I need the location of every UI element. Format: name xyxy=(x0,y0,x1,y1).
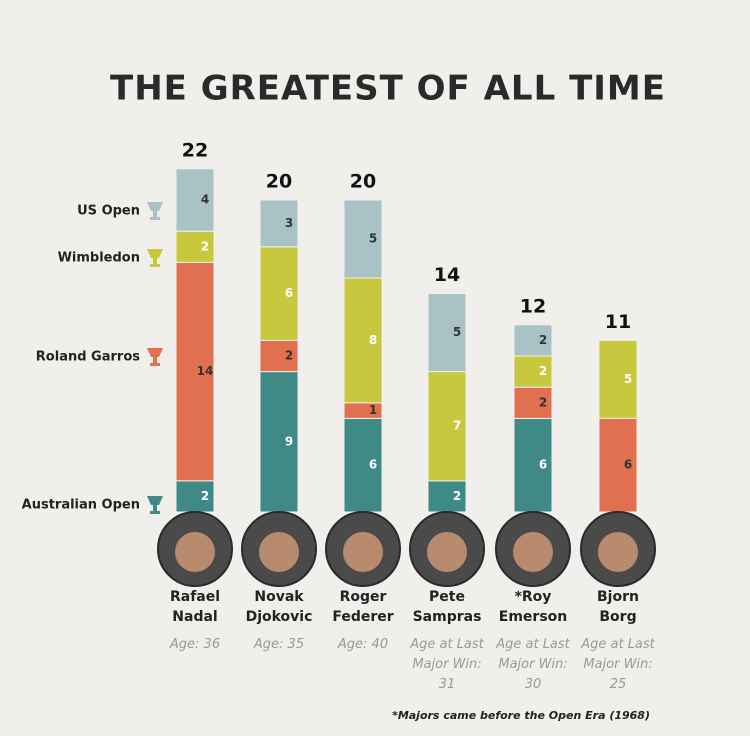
bar-segment xyxy=(259,246,299,341)
bar-segment xyxy=(175,261,215,482)
player-age: Age at Last Major Win: 30 xyxy=(496,637,570,692)
value-label: 3 xyxy=(285,216,293,230)
value-label: 14 xyxy=(197,364,214,378)
bar-segment xyxy=(259,199,299,248)
player-age: Age at Last Major Win: 31 xyxy=(410,637,484,692)
value-label: 2 xyxy=(285,349,293,363)
value-label: 6 xyxy=(285,286,293,300)
trophy-icon xyxy=(147,348,163,366)
legend-label: Australian Open xyxy=(22,498,140,513)
bar-segment xyxy=(259,339,299,373)
value-label: 6 xyxy=(539,458,547,472)
legend-label: Wimbledon xyxy=(58,251,140,266)
bar-segment xyxy=(513,324,553,357)
value-label: 1 xyxy=(369,403,377,417)
total-label: 22 xyxy=(182,139,208,161)
bar-segment xyxy=(513,355,553,388)
value-label: 2 xyxy=(201,489,209,503)
total-label: 20 xyxy=(266,171,292,193)
player-name: *Roy Emerson xyxy=(498,589,568,625)
player-age: Age at Last Major Win: 25 xyxy=(581,637,655,692)
value-label: 4 xyxy=(201,193,209,207)
player-name: Novak Djokovic xyxy=(245,589,313,625)
value-label: 7 xyxy=(453,419,461,433)
value-label: 2 xyxy=(453,489,461,503)
chart-title: THE GREATEST OF ALL TIME xyxy=(110,69,666,109)
player-face xyxy=(427,532,467,572)
trophy-icon xyxy=(147,496,163,514)
value-label: 2 xyxy=(539,364,547,378)
legend-label: US Open xyxy=(77,204,140,219)
value-label: 2 xyxy=(539,395,547,409)
value-label: 6 xyxy=(624,458,632,472)
bar-segment xyxy=(427,293,467,373)
total-label: 12 xyxy=(520,295,546,317)
legend-label: Roland Garros xyxy=(36,350,140,365)
player-face xyxy=(259,532,299,572)
footnote: *Majors came before the Open Era (1968) xyxy=(392,709,650,722)
bar-segment xyxy=(343,199,383,279)
bar-segment xyxy=(513,417,553,513)
player-face xyxy=(343,532,383,572)
bar-segment xyxy=(343,277,383,404)
bar-segment xyxy=(175,168,215,232)
player-name: Pete Sampras xyxy=(412,589,482,625)
player-name: Rafael Nadal xyxy=(169,589,221,625)
value-label: 5 xyxy=(369,232,377,246)
total-label: 20 xyxy=(350,171,376,193)
player-age: Age: 35 xyxy=(253,637,305,652)
value-label: 6 xyxy=(369,458,377,472)
player-face xyxy=(175,532,215,572)
player-age: Age: 36 xyxy=(169,637,221,652)
player-face xyxy=(598,532,638,572)
total-label: 14 xyxy=(434,264,460,286)
bar-segment xyxy=(598,339,638,419)
trophy-icon xyxy=(147,249,163,267)
total-label: 11 xyxy=(605,311,631,333)
value-label: 2 xyxy=(201,239,209,253)
player-age: Age: 40 xyxy=(337,637,389,652)
bar-segment xyxy=(175,230,215,263)
value-label: 9 xyxy=(285,434,293,448)
bar-segment xyxy=(259,371,299,513)
player-name: Roger Federer xyxy=(332,589,394,625)
bar-segment xyxy=(427,371,467,482)
value-label: 5 xyxy=(453,325,461,339)
player-name: Bjorn Borg xyxy=(597,589,639,625)
value-label: 5 xyxy=(624,372,632,386)
value-label: 2 xyxy=(539,333,547,347)
trophy-icon xyxy=(147,202,163,220)
value-label: 8 xyxy=(369,333,377,347)
player-face xyxy=(513,532,553,572)
